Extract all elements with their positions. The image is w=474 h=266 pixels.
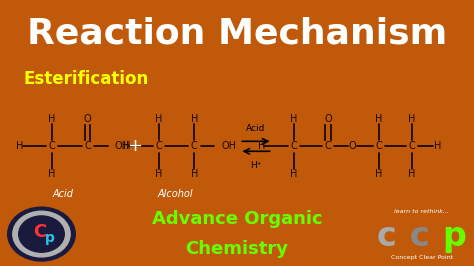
Text: H⁺: H⁺	[250, 161, 262, 170]
Text: C: C	[49, 141, 55, 151]
Text: H: H	[16, 141, 24, 151]
Text: Concept Clear Point: Concept Clear Point	[391, 255, 453, 260]
Text: Acid: Acid	[52, 189, 73, 199]
Text: H: H	[155, 169, 163, 179]
Text: C: C	[155, 141, 162, 151]
Text: C: C	[409, 141, 415, 151]
Text: H: H	[290, 114, 298, 124]
Text: H: H	[191, 169, 198, 179]
Text: H: H	[191, 114, 198, 124]
Text: H: H	[155, 114, 163, 124]
Text: Reaction Mechanism: Reaction Mechanism	[27, 16, 447, 50]
Text: O: O	[84, 114, 91, 124]
Text: O: O	[324, 114, 332, 124]
Text: Advance Organic: Advance Organic	[152, 210, 322, 228]
Text: learn to rethink...: learn to rethink...	[394, 209, 449, 214]
Text: C: C	[33, 223, 46, 241]
Text: p: p	[442, 219, 466, 252]
Text: C: C	[325, 141, 331, 151]
Text: C: C	[84, 141, 91, 151]
Text: OH: OH	[115, 141, 130, 151]
Circle shape	[18, 216, 64, 252]
Text: +: +	[128, 137, 143, 155]
Text: H: H	[123, 141, 130, 151]
Text: H: H	[48, 114, 56, 124]
Text: H: H	[258, 141, 265, 151]
Text: C: C	[191, 141, 198, 151]
Text: H: H	[48, 169, 56, 179]
Circle shape	[13, 211, 70, 257]
Text: Chemistry: Chemistry	[185, 240, 289, 257]
Text: p: p	[45, 231, 55, 245]
Text: H: H	[434, 141, 442, 151]
Circle shape	[8, 207, 75, 261]
Text: H: H	[375, 114, 383, 124]
Text: C: C	[375, 141, 382, 151]
Text: H: H	[408, 114, 416, 124]
Text: OH: OH	[221, 141, 237, 151]
Text: Alcohol: Alcohol	[157, 189, 193, 199]
Text: Acid: Acid	[246, 124, 265, 133]
Text: H: H	[290, 169, 298, 179]
Text: c: c	[377, 219, 397, 252]
Text: H: H	[375, 169, 383, 179]
Text: H: H	[408, 169, 416, 179]
Text: Esterification: Esterification	[24, 70, 149, 88]
Text: O: O	[349, 141, 356, 151]
Text: c: c	[410, 219, 430, 252]
Text: C: C	[291, 141, 297, 151]
